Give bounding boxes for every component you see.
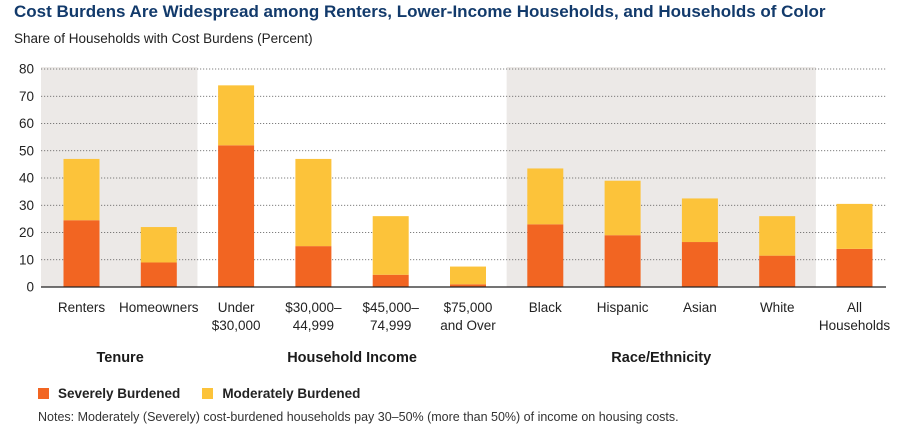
bar-severe-6 [527,224,564,287]
y-tick-label-50: 50 [19,143,34,158]
legend-item-severe: Severely Burdened [38,386,180,401]
stacked-bar-chart: 0 10 20 30 40 50 60 70 80 Renters Homeowners Under $… [19,62,891,367]
y-tick-label-0: 0 [26,280,34,295]
bar-severe-5 [450,284,486,287]
x-tick-label-7-0: Hispanic [597,300,649,315]
x-tick-label-5-0: $75,000 [444,300,493,315]
y-tick-label-80: 80 [19,62,34,77]
bar-severe-2 [218,145,255,287]
y-tick-label-30: 30 [19,198,34,213]
bar-moderate-6 [527,168,564,225]
legend-swatch-moderate [202,388,214,399]
bar-moderate-4 [372,216,409,275]
x-tick-label-2-1: $30,000 [212,318,261,333]
y-tick-label-20: 20 [19,225,34,240]
legend: Severely Burdened Moderately Burdened [38,386,382,401]
bar-moderate-3 [295,158,332,247]
bar-severe-8 [681,242,718,287]
bar-severe-4 [372,274,409,287]
y-tick-label-70: 70 [19,89,34,104]
x-tick-label-6-0: Black [529,300,562,315]
x-tick-label-3-1: 44,999 [293,318,334,333]
x-tick-label-4-1: 74,999 [370,318,411,333]
x-tick-label-4-0: $45,000– [363,300,420,315]
x-tick-label-0-0: Renters [58,300,106,315]
bar-moderate-5 [450,266,486,285]
bar-moderate-2 [218,85,255,146]
x-tick-label-3-0: $30,000– [285,300,342,315]
bar-moderate-1 [140,227,177,263]
bar-severe-9 [759,255,796,287]
bar-moderate-9 [759,216,796,256]
y-tick-label-40: 40 [19,171,34,186]
x-tick-label-8-0: Asian [683,300,717,315]
legend-label-severe: Severely Burdened [58,386,181,401]
group-label-0: Tenure [97,350,144,366]
legend-label-moderate: Moderately Burdened [222,386,361,401]
chart-title: Cost Burdens Are Widespread among Renter… [14,2,826,21]
group-label-1: Household Income [287,350,417,366]
chart-note: Notes: Moderately (Severely) cost-burden… [38,410,679,424]
legend-item-moderate: Moderately Burdened [202,386,360,401]
y-tick-label-10: 10 [19,252,34,267]
x-tick-label-5-1: and Over [440,318,496,333]
x-tick-label-9-0: White [760,300,795,315]
bar-moderate-10 [836,203,873,249]
x-tick-label-10-0: All [847,300,862,315]
y-tick-label-60: 60 [19,116,34,131]
bar-severe-1 [140,262,177,287]
legend-swatch-severe [38,388,49,399]
bar-severe-0 [63,220,100,287]
bar-severe-7 [604,235,641,287]
x-tick-label-1-0: Homeowners [119,300,199,315]
group-label-2: Race/Ethnicity [611,350,711,366]
bar-severe-10 [836,248,873,287]
bar-moderate-8 [681,198,718,243]
bar-moderate-0 [63,158,100,221]
x-tick-label-10-1: Households [819,318,891,333]
chart-subtitle: Share of Households with Cost Burdens (P… [14,31,313,46]
bar-moderate-7 [604,180,641,236]
x-tick-label-2-0: Under [218,300,255,315]
bar-severe-3 [295,246,332,287]
